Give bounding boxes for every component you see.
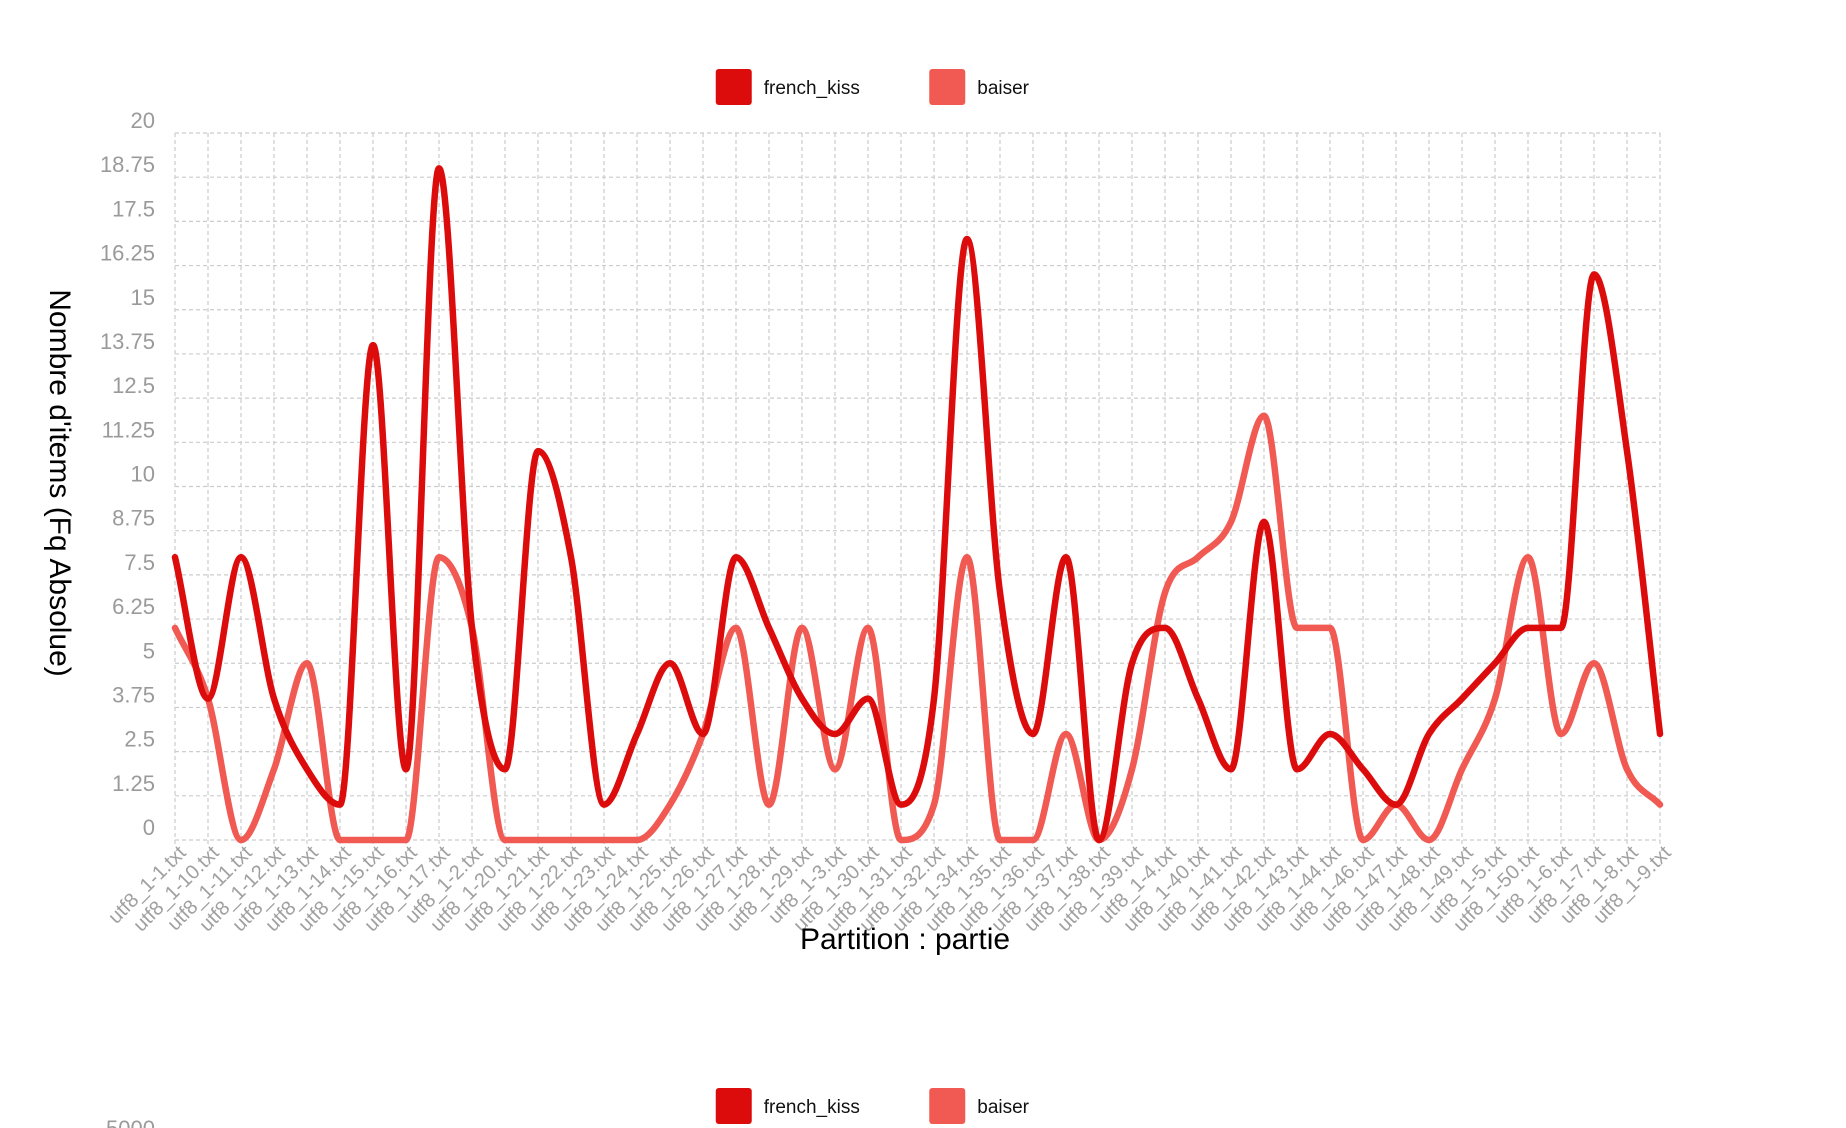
legend-swatch-baiser (929, 1088, 966, 1124)
y-tick-label: 0 (143, 815, 155, 840)
chart-1-legend[interactable]: french_kiss baiser (715, 69, 1030, 105)
chart-1-y-axis-title: Nombre d'items (Fq Absolue) (43, 289, 76, 677)
y-tick-label: 1.25 (112, 771, 155, 796)
y-tick-label: 5000 (106, 1116, 155, 1128)
legend-label-french-kiss: french_kiss (764, 78, 860, 99)
chart-1-x-axis-title: Partition : partie (800, 923, 1010, 956)
legend-swatch-baiser (929, 69, 966, 105)
legend-item-french-kiss[interactable]: french_kiss (715, 69, 860, 105)
chart-1-series (171, 165, 1664, 844)
y-tick-label: 16.25 (100, 241, 155, 266)
y-tick-label: 2.5 (124, 727, 155, 752)
legend-item-baiser[interactable]: baiser (929, 1088, 1030, 1124)
series-french-kiss (171, 165, 1664, 844)
y-tick-label: 5 (143, 638, 155, 663)
y-tick-label: 15 (131, 285, 155, 310)
chart-1-y-ticks: 0 1.25 2.5 3.75 5 6.25 7.5 8.75 10 11.25 12.5 13.75… (100, 108, 155, 840)
legend-label-baiser: baiser (977, 1097, 1029, 1118)
legend-label-french-kiss: french_kiss (764, 1097, 860, 1118)
line-chart-2: french_kiss baiser 5000 (106, 1088, 1030, 1128)
series-line-french-kiss (171, 165, 1664, 844)
y-tick-label: 20 (131, 108, 155, 133)
y-tick-label: 6.25 (112, 594, 155, 619)
legend-item-french-kiss[interactable]: french_kiss (715, 1088, 860, 1124)
y-tick-label: 7.5 (124, 550, 155, 575)
legend-swatch-french-kiss (715, 69, 752, 105)
y-tick-label: 10 (131, 462, 155, 487)
legend-label-baiser: baiser (977, 78, 1029, 99)
y-tick-label: 8.75 (112, 506, 155, 531)
y-tick-label: 17.5 (112, 196, 155, 221)
chart-1-x-ticks: utf8_1-1.txtutf8_1-10.txtutf8_1-11.txtut… (104, 842, 1676, 936)
chart-2-y-ticks: 5000 (106, 1116, 155, 1128)
legend-item-baiser[interactable]: baiser (929, 69, 1030, 105)
y-tick-label: 12.5 (112, 373, 155, 398)
y-tick-label: 11.25 (102, 417, 155, 442)
y-tick-label: 18.75 (100, 152, 155, 177)
y-tick-label: 3.75 (112, 682, 155, 707)
legend-swatch-french-kiss (715, 1088, 752, 1124)
line-chart-1: 0 1.25 2.5 3.75 5 6.25 7.5 8.75 10 11.25 12.5 13.75… (43, 69, 1676, 956)
y-tick-label: 13.75 (100, 329, 155, 354)
chart-2-legend[interactable]: french_kiss baiser (715, 1088, 1030, 1124)
